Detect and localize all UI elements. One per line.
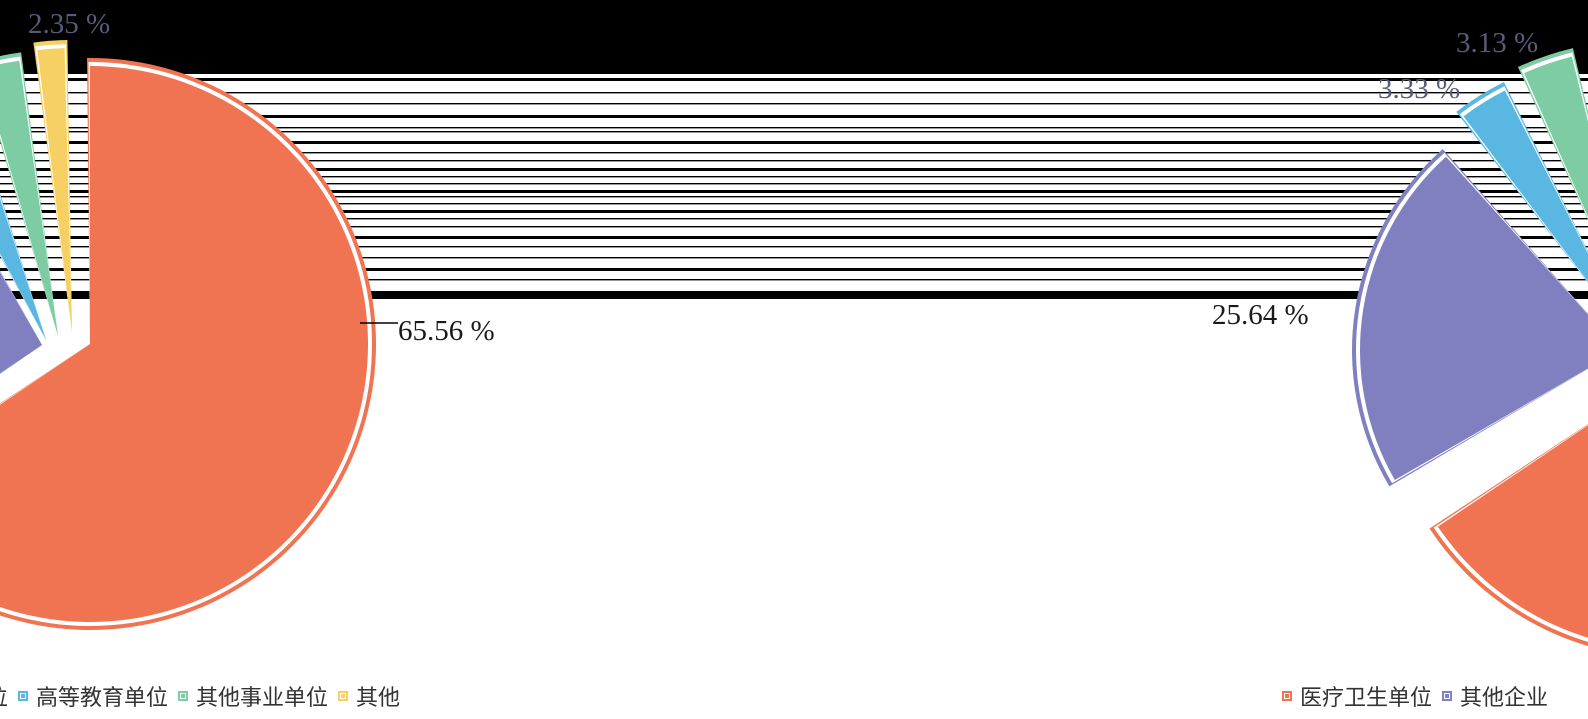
stripe-line (0, 103, 1588, 105)
stripe-line (0, 257, 1588, 259)
slice-higher-education-gap (0, 195, 46, 340)
stripe-line (0, 78, 1588, 81)
slice-label-25-64: 25.64 % (1212, 299, 1309, 331)
legend-item-label: 其他事业单位 (196, 686, 329, 711)
legend-item-label: 医疗卫生单位 (1300, 686, 1433, 711)
stripe-line (0, 190, 1588, 193)
left-legend: 位 高等教育单位 其他事业单位 其他 (0, 680, 410, 712)
stripe-line (0, 210, 1588, 213)
slice-other[interactable] (37, 48, 72, 332)
slice-label-3-33: 3.33 % (1378, 73, 1460, 105)
stripe-line (0, 152, 1588, 154)
stripe-line (0, 176, 1588, 178)
legend-item-label: 高等教育单位 (36, 686, 169, 711)
stripe-line (0, 196, 1588, 198)
legend-item-other[interactable]: 其他 (338, 680, 400, 712)
stripe-line (0, 131, 1588, 133)
stripe-line (0, 183, 1588, 185)
slice-other-enterprise[interactable] (1360, 156, 1588, 480)
stripe-line (0, 226, 1588, 228)
legend-item-other-institution[interactable]: 其他事业单位 (178, 680, 328, 712)
slice-higher-education[interactable] (1463, 90, 1588, 340)
legend-swatch (18, 691, 29, 701)
stripe-line (0, 268, 1588, 271)
horizontal-stripes (0, 78, 1588, 299)
slice-higher-education[interactable] (0, 83, 46, 340)
stripe-line (0, 279, 1588, 281)
top-dark-band (0, 0, 1588, 74)
legend-swatch (338, 691, 349, 701)
legend-item-medical[interactable]: 医疗卫生单位 (1282, 680, 1432, 712)
slice-medical[interactable] (0, 66, 368, 622)
slice-other-enterprise[interactable] (0, 111, 42, 496)
stripe-line (0, 218, 1588, 220)
slice-label-2-35: 2.35 % (28, 8, 110, 40)
stripe-line (0, 203, 1588, 205)
left-pie-chart (0, 40, 376, 630)
stripe-line (0, 141, 1588, 144)
stripe-line (0, 246, 1588, 248)
right-legend: 医疗卫生单位 其他企业 (1282, 680, 1558, 712)
slice-label-65-56: 65.56 % (398, 315, 495, 347)
stripe-line (0, 236, 1588, 239)
slice-label-3-13: 3.13 % (1456, 27, 1538, 59)
slice-other-institution[interactable] (0, 60, 58, 336)
slice-medical[interactable] (1437, 370, 1588, 650)
slice-other-institution[interactable] (1524, 56, 1588, 338)
legend-item-label: 其他企业 (1460, 686, 1549, 711)
legend-swatch (178, 691, 189, 701)
stripe-line (0, 127, 1588, 129)
legend-item-other-enterprise[interactable]: 其他企业 (1442, 680, 1548, 712)
legend-swatch (1442, 691, 1453, 701)
stripe-line (0, 291, 1588, 299)
stripe-line (0, 115, 1588, 118)
legend-swatch (1282, 691, 1292, 701)
stripe-line (0, 168, 1588, 171)
right-pie-chart (1352, 48, 1588, 650)
legend-item-label: 其他 (356, 686, 401, 711)
stripe-line (0, 160, 1588, 162)
legend-item[interactable]: 位 (0, 680, 8, 712)
stripe-line (0, 92, 1588, 94)
legend-item-higher-education[interactable]: 高等教育单位 (18, 680, 168, 712)
legend-item-label: 位 (0, 680, 8, 712)
